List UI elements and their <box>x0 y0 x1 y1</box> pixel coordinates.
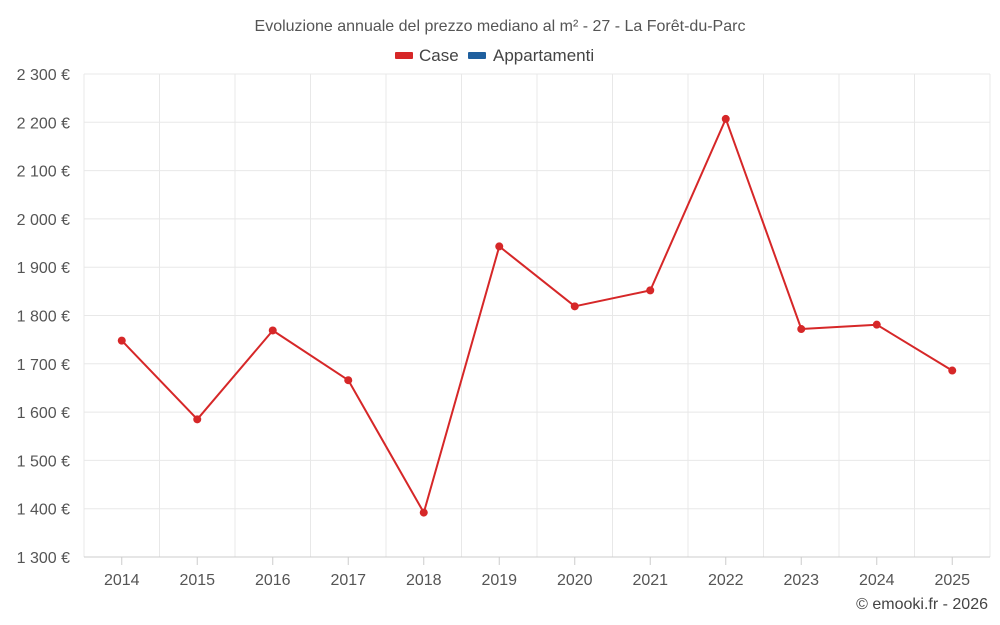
data-point-case-2023[interactable] <box>797 325 806 334</box>
x-tick-label: 2024 <box>859 572 895 589</box>
series-line-case <box>121 117 953 514</box>
data-point-case-2015[interactable] <box>193 415 202 424</box>
y-tick-label: 1 900 € <box>17 260 70 277</box>
y-tick-label: 2 100 € <box>17 164 70 181</box>
y-tick-label: 1 400 € <box>17 502 70 519</box>
axes: 1 300 € 1 400 € 1 500 € 1 600 € 1 700 € 1 800… <box>17 67 990 589</box>
legend: Case Appartamenti <box>395 46 594 65</box>
data-point-case-2016[interactable] <box>268 326 277 335</box>
y-tick-label: 2 300 € <box>17 67 70 84</box>
credit-text: © emooki.fr - 2026 <box>856 596 988 613</box>
y-tick-label: 2 000 € <box>17 212 70 229</box>
y-tick-label: 1 800 € <box>17 309 70 326</box>
y-tick-label: 1 700 € <box>17 357 70 374</box>
data-point-case-2024[interactable] <box>872 320 881 329</box>
x-tick-label: 2016 <box>255 572 291 589</box>
legend-swatch-appartamenti <box>468 52 486 59</box>
data-point-case-2018[interactable] <box>419 508 428 517</box>
x-tick-label: 2014 <box>104 572 140 589</box>
legend-label-appartamenti: Appartamenti <box>493 46 594 65</box>
x-tick-label: 2015 <box>179 572 215 589</box>
grid <box>83 73 991 557</box>
x-tick-label: 2022 <box>708 572 744 589</box>
data-point-case-2022[interactable] <box>721 114 730 123</box>
x-tick-label: 2017 <box>330 572 366 589</box>
x-tick-label: 2020 <box>557 572 593 589</box>
data-point-case-2020[interactable] <box>570 302 579 311</box>
x-tick-label: 2025 <box>934 572 970 589</box>
y-tick-label: 1 600 € <box>17 405 70 422</box>
data-point-case-2021[interactable] <box>646 286 655 295</box>
legend-item-case[interactable]: Case <box>395 46 459 65</box>
y-tick-label: 2 200 € <box>17 115 70 132</box>
chart-title: Evoluzione annuale del prezzo mediano al… <box>255 18 746 35</box>
legend-label-case: Case <box>419 46 459 65</box>
data-point-case-2014[interactable] <box>117 336 126 345</box>
data-point-case-2019[interactable] <box>495 242 504 251</box>
data-point-case-2017[interactable] <box>344 376 353 385</box>
y-tick-label: 1 300 € <box>17 550 70 567</box>
legend-swatch-case <box>395 52 413 59</box>
legend-item-appartamenti[interactable]: Appartamenti <box>468 46 594 65</box>
data-point-case-2025[interactable] <box>948 366 957 375</box>
x-tick-label: 2019 <box>481 572 517 589</box>
y-tick-label: 1 500 € <box>17 453 70 470</box>
x-tick-label: 2023 <box>783 572 819 589</box>
series-layer <box>117 114 957 517</box>
x-tick-label: 2021 <box>632 572 668 589</box>
x-tick-label: 2018 <box>406 572 442 589</box>
